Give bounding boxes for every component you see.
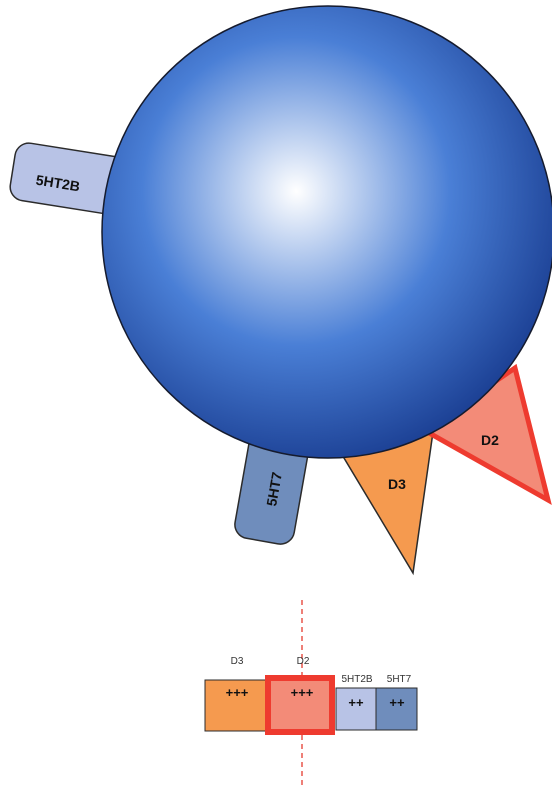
affinity-header-5ht7: 5HT7 <box>387 674 412 685</box>
affinity-value-d3: +++ <box>226 685 249 700</box>
receptor-5ht2b-label: 5HT2B <box>35 172 81 195</box>
affinity-cell-d2: D2 +++ <box>265 656 335 735</box>
affinity-cell-d2-box <box>265 675 335 735</box>
affinity-header-5ht2b: 5HT2B <box>341 674 372 685</box>
affinity-cell-d3: D3 +++ <box>204 656 270 732</box>
receptor-5ht7-label: 5HT7 <box>263 471 285 508</box>
affinity-header-d3: D3 <box>231 656 244 667</box>
affinity-header-d2: D2 <box>297 656 310 667</box>
affinity-value-d2: +++ <box>291 685 314 700</box>
receptor-d3-label: D3 <box>388 476 406 492</box>
affinity-bar: D3 +++ D2 +++ 5HT2B ++ 5HT7 ++ <box>204 656 418 735</box>
affinity-cell-5ht7: 5HT7 ++ <box>375 674 418 731</box>
affinity-cell-5ht7-box <box>375 687 418 731</box>
affinity-cell-5ht2b: 5HT2B ++ <box>335 674 377 731</box>
receptor-d2-label: D2 <box>481 432 499 448</box>
receptor-d3: D3 <box>336 431 434 576</box>
affinity-value-5ht7: ++ <box>389 695 405 710</box>
cell-sphere <box>101 5 552 459</box>
affinity-value-5ht2b: ++ <box>348 695 364 710</box>
